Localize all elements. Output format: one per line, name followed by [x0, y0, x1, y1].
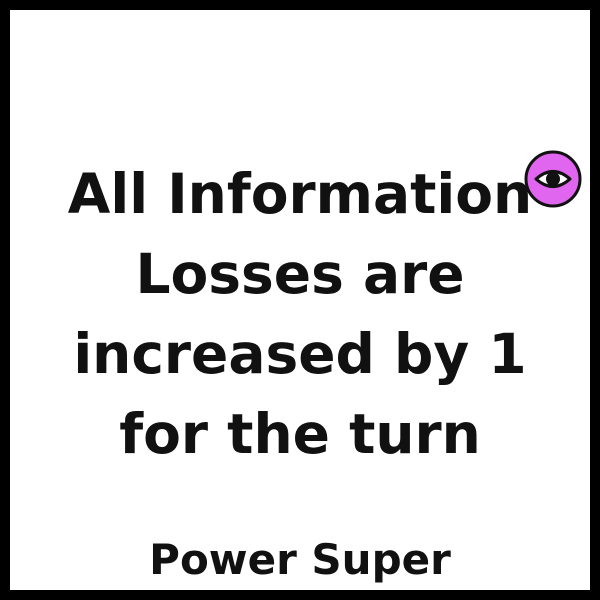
card-footer-label: Power Super	[149, 535, 451, 584]
card-text-line: increased by 1	[73, 322, 527, 386]
card-text-line: for the turn	[119, 402, 481, 466]
card-effect-text: All Information Losses are increased by …	[20, 154, 580, 474]
card-text-line: Losses are	[135, 242, 465, 306]
eye-icon	[524, 150, 582, 208]
card-text-line: All Information	[67, 162, 533, 226]
